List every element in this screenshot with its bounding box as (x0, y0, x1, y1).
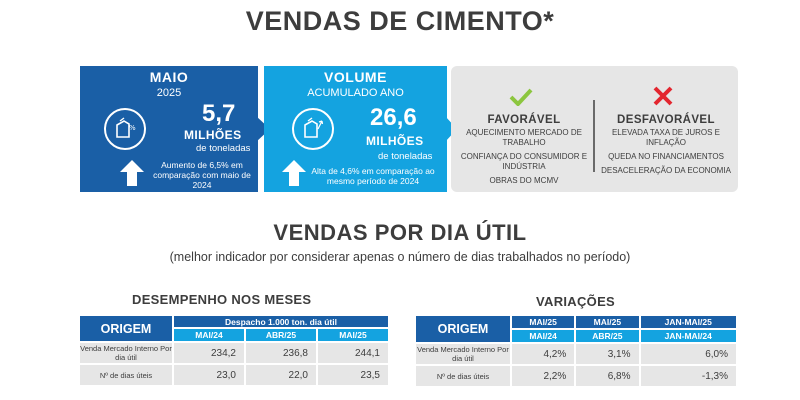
table-cell: 2,2% (512, 366, 575, 386)
card-volume-value: 26,6 (370, 104, 417, 131)
column-header: MAI/25 (576, 316, 639, 328)
card-maio-unit: MILHÕES (184, 128, 242, 142)
up-arrow-icon (282, 160, 306, 186)
group-header: Despacho 1.000 ton. dia útil (174, 316, 388, 327)
favoravel-item: AQUECIMENTO MERCADO DE TRABALHO (466, 128, 582, 147)
close-icon (653, 86, 673, 106)
card-volume-subtitle: ACUMULADO ANO (307, 87, 404, 99)
desempenho-table: ORIGEM Despacho 1.000 ton. dia útil MAI/… (78, 314, 390, 387)
desfavoravel-item: ELEVADA TAXA DE JUROS E INFLAÇÃO (611, 128, 721, 147)
row-label: Venda Mercado Interno Por dia útil (416, 344, 510, 364)
row-label: Nº de dias úteis (80, 365, 172, 385)
favoravel-item: OBRAS DO MCMV (489, 176, 559, 185)
card-volume-title: VOLUME (324, 69, 387, 85)
column-header: JAN-MAI/25 (640, 316, 736, 328)
card-factors: FAVORÁVEL AQUECIMENTO MERCADO DE TRABALH… (451, 66, 738, 192)
section-subtitle: (melhor indicador por considerar apenas … (169, 250, 631, 264)
column-header: ABR/25 (246, 329, 316, 341)
card-maio-year: 2025 (156, 87, 182, 99)
card-volume-unit: MILHÕES (366, 134, 424, 148)
table-row: Nº de dias úteis 2,2% 6,8% -1,3% (416, 366, 736, 386)
origem-header: ORIGEM (80, 316, 172, 341)
card-maio: MAIO 2025 % 5,7 MILHÕES de toneladas Aum… (80, 66, 258, 192)
table-cell: 4,2% (512, 344, 575, 364)
card-volume-unit2: de toneladas (378, 151, 433, 162)
table-cell: 3,1% (576, 344, 639, 364)
row-label: Venda Mercado Interno Por dia útil (80, 343, 172, 363)
table-cell: 6,8% (576, 366, 639, 386)
card-maio-value: 5,7 (202, 100, 236, 127)
card-maio-title: MAIO (149, 69, 189, 85)
origem-header: ORIGEM (416, 316, 510, 342)
table-cell: 6,0% (640, 344, 736, 364)
card-maio-unit2: de toneladas (196, 143, 251, 154)
variacoes-table: ORIGEM MAI/25 MAI/25 JAN-MAI/25 MAI/24 A… (414, 314, 738, 388)
cement-bag-icon (292, 108, 334, 150)
card-volume: VOLUME ACUMULADO ANO 26,6 MILHÕES de ton… (264, 66, 447, 192)
desfavoravel-item: DESACELERAÇÃO DA ECONOMIA (601, 166, 731, 175)
column-header: MAI/25 (512, 316, 575, 328)
variacoes-title: VARIAÇÕES (536, 294, 616, 309)
divider (593, 100, 595, 172)
svg-text:%: % (129, 124, 136, 132)
table-cell: 23,5 (318, 365, 388, 385)
column-header: MAI/24 (512, 330, 575, 342)
favoravel-column: FAVORÁVEL AQUECIMENTO MERCADO DE TRABALH… (457, 66, 591, 192)
card-volume-note: Alta de 4,6% em comparação ao mesmo perí… (311, 166, 435, 186)
card-maio-note: Aumento de 6,5% em comparação com maio d… (153, 160, 251, 190)
desfavoravel-column: DESFAVORÁVEL ELEVADA TAXA DE JUROS E INF… (597, 66, 735, 192)
table-cell: 236,8 (246, 343, 316, 363)
table-cell: -1,3% (640, 366, 736, 386)
column-header: ABR/25 (576, 330, 639, 342)
desfavoravel-item: QUEDA NO FINANCIAMENTOS (608, 152, 724, 161)
row-label: Nº de dias úteis (416, 366, 510, 386)
desfavoravel-title: DESFAVORÁVEL (617, 114, 715, 126)
check-icon (509, 88, 533, 106)
table-cell: 23,0 (174, 365, 244, 385)
favoravel-title: FAVORÁVEL (487, 114, 561, 126)
desempenho-title: DESEMPENHO NOS MESES (132, 292, 312, 307)
column-header: MAI/24 (174, 329, 244, 341)
up-arrow-icon (120, 160, 144, 186)
page-title: VENDAS DE CIMENTO* (245, 6, 555, 36)
column-header: MAI/25 (318, 329, 388, 341)
table-cell: 244,1 (318, 343, 388, 363)
column-header: JAN-MAI/24 (640, 330, 736, 342)
table-row: Nº de dias úteis 23,0 22,0 23,5 (80, 365, 388, 385)
section-title: VENDAS POR DIA ÚTIL (273, 220, 527, 245)
table-cell: 22,0 (246, 365, 316, 385)
table-cell: 234,2 (174, 343, 244, 363)
cement-bag-icon: % (104, 108, 146, 150)
table-row: Venda Mercado Interno Por dia útil 4,2% … (416, 344, 736, 364)
favoravel-item: CONFIANÇA DO CONSUMIDOR E INDÚSTRIA (460, 152, 588, 171)
table-row: Venda Mercado Interno Por dia útil 234,2… (80, 343, 388, 363)
